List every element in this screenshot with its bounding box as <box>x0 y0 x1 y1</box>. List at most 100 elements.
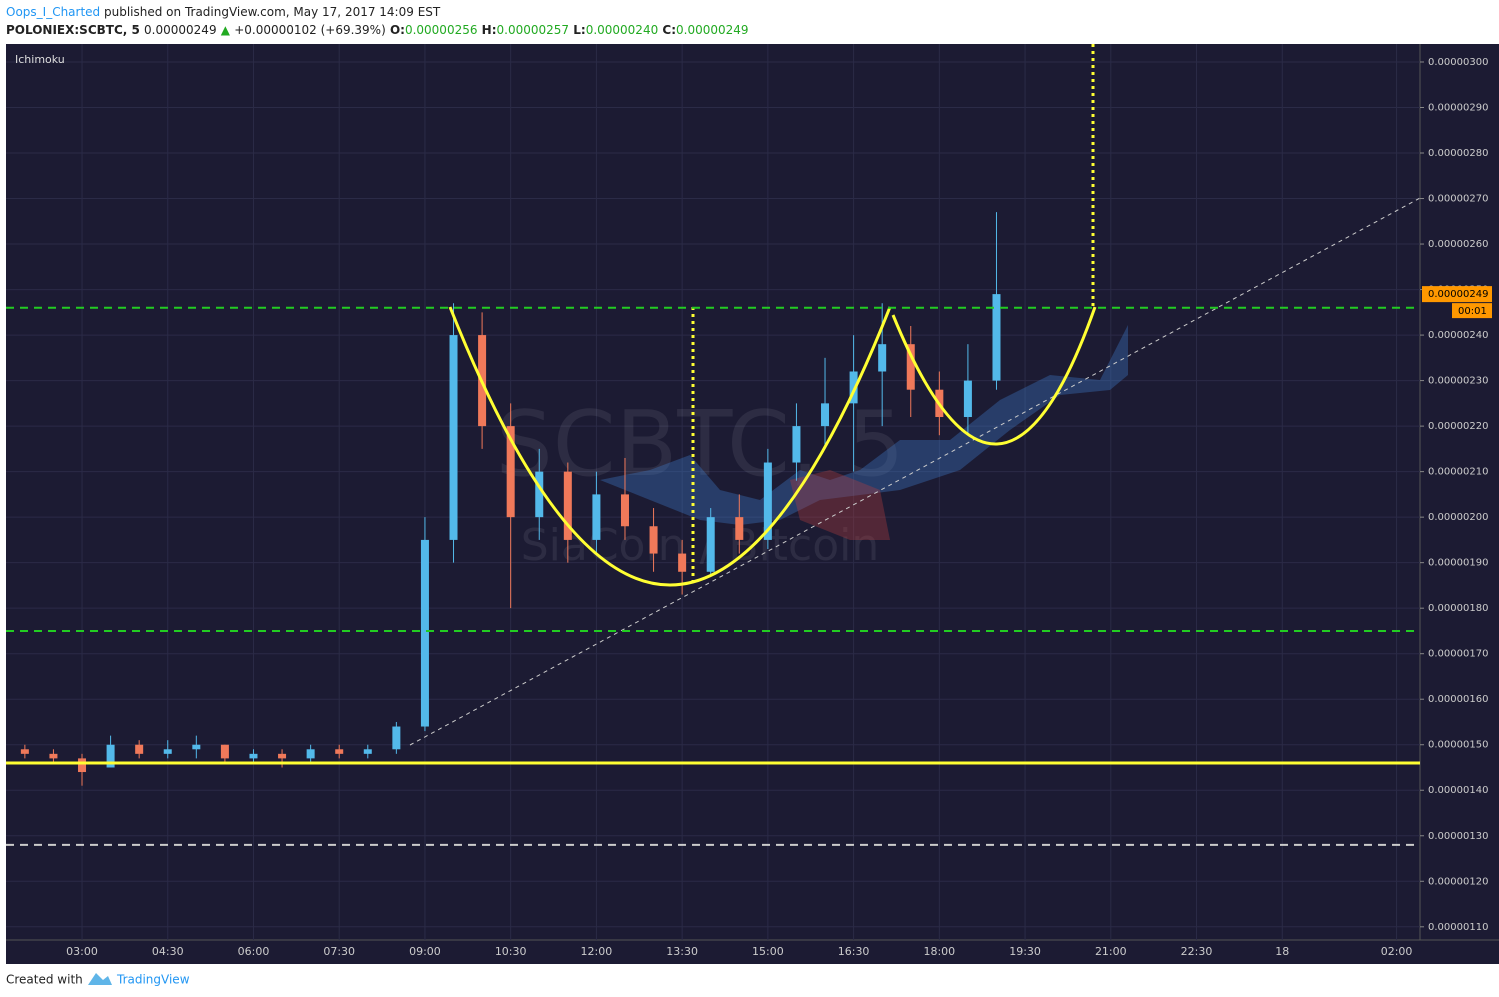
y-tick-label: 0.00000190 <box>1428 558 1488 569</box>
candle-body <box>335 749 344 754</box>
cup-curve <box>448 306 892 587</box>
footer-brand[interactable]: TradingView <box>116 973 190 987</box>
change: +0.00000102 (+69.39%) <box>234 23 386 37</box>
candle-body <box>249 753 258 759</box>
candle-body <box>392 726 401 750</box>
x-tick-label: 15:00 <box>752 945 784 958</box>
y-tick-label: 0.00000290 <box>1428 102 1488 113</box>
published: published on TradingView.com, May 17, 20… <box>104 5 441 19</box>
author[interactable]: Oops_I_Charted <box>6 5 100 19</box>
header-line1: Oops_I_Charted published on TradingView.… <box>6 5 441 19</box>
x-tick-label: 22:30 <box>1181 945 1213 958</box>
candle-body <box>906 344 915 390</box>
tradingview-logo <box>88 973 112 985</box>
candle-body <box>792 426 801 463</box>
candle-body <box>220 744 229 759</box>
y-tick-label: 0.00000170 <box>1428 649 1488 660</box>
candle-body <box>763 462 772 540</box>
y-tick-label: 0.00000220 <box>1428 421 1488 432</box>
candle-body <box>449 335 458 540</box>
y-tick-label: 0.00000110 <box>1428 922 1488 933</box>
x-tick-label: 18:00 <box>923 945 955 958</box>
y-tick-label: 0.00000130 <box>1428 831 1488 842</box>
c-value: 0.00000249 <box>676 23 749 37</box>
candle-body <box>192 744 201 750</box>
indicator-label: Ichimoku <box>15 53 65 66</box>
y-tick-label: 0.00000160 <box>1428 694 1488 705</box>
x-tick-label: 16:30 <box>838 945 870 958</box>
x-tick-label: 18 <box>1275 945 1289 958</box>
x-tick-label: 21:00 <box>1095 945 1127 958</box>
y-tick-label: 0.00000230 <box>1428 376 1488 387</box>
x-tick-label: 09:00 <box>409 945 441 958</box>
candle-body <box>620 494 629 527</box>
candle-body <box>849 371 858 404</box>
x-tick-label: 04:30 <box>152 945 184 958</box>
candle-body <box>649 526 658 554</box>
candle-body <box>535 471 544 518</box>
last-price-label: 0.00000249 <box>1428 289 1488 300</box>
countdown: 00:01 <box>1458 306 1487 317</box>
candle-body <box>135 744 144 754</box>
candle-body <box>106 744 115 768</box>
o-value: 0.00000256 <box>405 23 478 37</box>
candle-body <box>306 749 315 759</box>
candle-body <box>163 749 172 754</box>
candle-body <box>78 758 87 773</box>
footer-bg <box>0 964 1499 997</box>
candle-body <box>563 471 572 540</box>
l-value: 0.00000240 <box>586 23 659 37</box>
x-tick-label: 03:00 <box>66 945 98 958</box>
candle-body <box>20 749 29 754</box>
h-label: H: <box>482 23 497 37</box>
candle-body <box>49 753 58 759</box>
x-tick-label: 12:00 <box>581 945 613 958</box>
grid <box>6 44 1420 940</box>
x-tick-label: 19:30 <box>1009 945 1041 958</box>
candle-body <box>821 403 830 427</box>
countdown-box <box>1452 303 1492 319</box>
y-tick-label: 0.00000150 <box>1428 740 1488 751</box>
y-tick-label: 0.00000180 <box>1428 603 1488 614</box>
candle-body <box>506 426 515 518</box>
x-tick-label: 02:00 <box>1381 945 1413 958</box>
symbol: POLONIEX:SCBTC, 5 <box>6 23 140 37</box>
footer-created: Created with <box>6 973 83 987</box>
candle-body <box>420 539 429 727</box>
y-tick-label: 0.00000280 <box>1428 148 1488 159</box>
candle-body <box>963 380 972 418</box>
ichimoku-cloud-bear <box>790 470 890 540</box>
y-tick-label: 0.00000240 <box>1428 330 1488 341</box>
candle-body <box>678 553 687 572</box>
candle-body <box>278 753 287 759</box>
x-tick-label: 13:30 <box>666 945 698 958</box>
y-tick-label: 0.00000300 <box>1428 57 1488 68</box>
h-value: 0.00000257 <box>497 23 570 37</box>
candle-body <box>878 344 887 372</box>
y-tick-label: 0.00000260 <box>1428 239 1488 250</box>
l-label: L: <box>573 23 585 37</box>
y-tick-label: 0.00000120 <box>1428 876 1488 887</box>
watermark-name: SiaCoin / Bitcoin <box>521 520 880 571</box>
x-tick-label: 10:30 <box>495 945 527 958</box>
candle-body <box>592 494 601 540</box>
candle-body <box>363 749 372 754</box>
last-price-box <box>1422 286 1492 303</box>
candle-body <box>706 517 715 572</box>
y-tick-label: 0.00000200 <box>1428 512 1488 523</box>
header-line2: POLONIEX:SCBTC, 5 0.00000249 ▲ +0.000001… <box>6 23 749 37</box>
y-tick-label: 0.00000210 <box>1428 467 1488 478</box>
watermark-symbol: SCBTC, 5 <box>496 392 905 497</box>
x-tick-label: 06:00 <box>238 945 270 958</box>
y-tick-label: 0.00000270 <box>1428 194 1488 205</box>
candle-body <box>735 517 744 540</box>
up-arrow: ▲ <box>221 23 231 37</box>
candle-body <box>992 294 1001 381</box>
c-label: C: <box>662 23 676 37</box>
o-label: O: <box>390 23 405 37</box>
handle-curve <box>891 306 1097 446</box>
y-tick-label: 0.00000140 <box>1428 785 1488 796</box>
price: 0.00000249 <box>144 23 217 37</box>
ichimoku-cloud <box>600 325 1128 525</box>
